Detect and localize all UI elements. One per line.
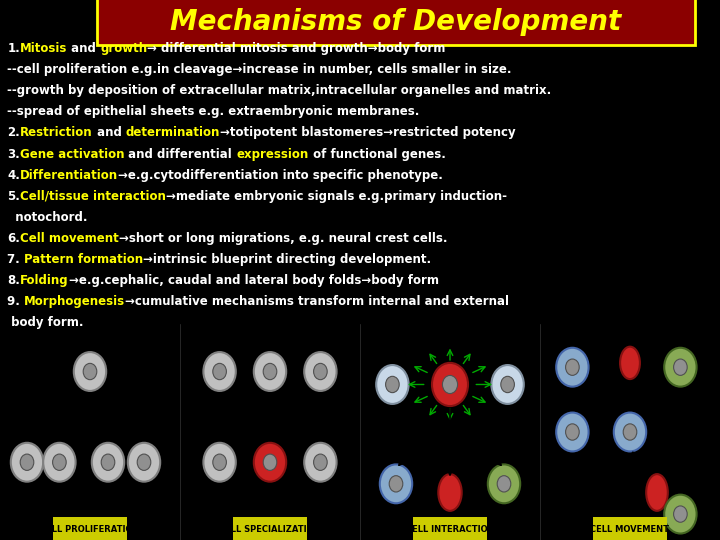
- FancyBboxPatch shape: [233, 517, 307, 540]
- Circle shape: [11, 443, 43, 482]
- Text: Gene activation: Gene activation: [20, 147, 125, 160]
- Text: of functional genes.: of functional genes.: [309, 147, 446, 160]
- Circle shape: [624, 424, 636, 440]
- Text: 6.: 6.: [7, 232, 20, 245]
- Circle shape: [386, 376, 399, 393]
- FancyBboxPatch shape: [413, 517, 487, 540]
- Text: Mechanisms of Development: Mechanisms of Development: [171, 8, 621, 36]
- Text: 8.: 8.: [7, 274, 20, 287]
- Circle shape: [213, 363, 226, 380]
- Circle shape: [84, 363, 96, 380]
- Text: and: and: [93, 126, 125, 139]
- Text: growth: growth: [100, 42, 148, 55]
- Text: 7.: 7.: [7, 253, 24, 266]
- Text: →e.g.cytodifferentiation into specific phenotype.: →e.g.cytodifferentiation into specific p…: [118, 168, 443, 181]
- Circle shape: [92, 443, 125, 482]
- Circle shape: [264, 363, 276, 380]
- Text: → differential mitosis and growth→body form: → differential mitosis and growth→body f…: [148, 42, 446, 55]
- Circle shape: [254, 352, 287, 391]
- Circle shape: [204, 352, 236, 391]
- Text: →short or long migrations, e.g. neural crest cells.: →short or long migrations, e.g. neural c…: [119, 232, 447, 245]
- Text: --growth by deposition of extracellular matrix,intracellular organelles and matr: --growth by deposition of extracellular …: [7, 84, 552, 97]
- Circle shape: [304, 443, 336, 482]
- FancyBboxPatch shape: [53, 517, 127, 540]
- Circle shape: [128, 443, 160, 482]
- Circle shape: [664, 348, 697, 387]
- Circle shape: [566, 359, 579, 375]
- Circle shape: [566, 424, 579, 440]
- Circle shape: [498, 476, 510, 492]
- Circle shape: [264, 454, 276, 470]
- Circle shape: [73, 352, 107, 391]
- Circle shape: [674, 506, 687, 522]
- Text: and differential: and differential: [125, 147, 236, 160]
- Circle shape: [254, 443, 287, 482]
- Text: body form.: body form.: [7, 316, 84, 329]
- Circle shape: [304, 352, 336, 391]
- Text: Folding: Folding: [20, 274, 68, 287]
- Text: →intrinsic blueprint directing development.: →intrinsic blueprint directing developme…: [143, 253, 431, 266]
- Text: Cell movement: Cell movement: [20, 232, 119, 245]
- Text: CELL MOVEMENT: CELL MOVEMENT: [590, 525, 670, 534]
- Text: Differentiation: Differentiation: [20, 168, 118, 181]
- Text: CELL INTERACTION: CELL INTERACTION: [405, 525, 495, 534]
- Text: →cumulative mechanisms transform internal and external: →cumulative mechanisms transform interna…: [125, 295, 509, 308]
- Text: Cell/tissue interaction: Cell/tissue interaction: [20, 190, 166, 202]
- Text: CELL SPECIALIZATION: CELL SPECIALIZATION: [219, 525, 321, 534]
- Text: expression: expression: [236, 147, 309, 160]
- Text: Pattern formation: Pattern formation: [24, 253, 143, 266]
- Text: and: and: [68, 42, 100, 55]
- Circle shape: [314, 363, 327, 380]
- Text: Restriction: Restriction: [20, 126, 93, 139]
- Circle shape: [213, 454, 226, 470]
- Text: Morphogenesis: Morphogenesis: [24, 295, 125, 308]
- Circle shape: [43, 443, 76, 482]
- Text: --spread of epithelial sheets e.g. extraembryonic membranes.: --spread of epithelial sheets e.g. extra…: [7, 105, 420, 118]
- Text: →mediate embryonic signals e.g.primary induction-: →mediate embryonic signals e.g.primary i…: [166, 190, 507, 202]
- Circle shape: [314, 454, 327, 470]
- Text: 3.: 3.: [7, 147, 20, 160]
- Circle shape: [491, 365, 523, 404]
- Circle shape: [432, 363, 468, 406]
- Text: 1.: 1.: [7, 42, 20, 55]
- Circle shape: [556, 348, 589, 387]
- Circle shape: [138, 454, 150, 470]
- Circle shape: [390, 476, 402, 492]
- Text: Mitosis: Mitosis: [20, 42, 68, 55]
- Text: notochord.: notochord.: [7, 211, 88, 224]
- Text: →totipotent blastomeres→restricted potency: →totipotent blastomeres→restricted poten…: [220, 126, 516, 139]
- FancyBboxPatch shape: [593, 517, 667, 540]
- Circle shape: [488, 464, 520, 503]
- FancyBboxPatch shape: [97, 0, 695, 45]
- Ellipse shape: [647, 474, 668, 511]
- Text: 2.: 2.: [7, 126, 20, 139]
- Circle shape: [380, 464, 413, 503]
- Circle shape: [613, 413, 647, 451]
- Circle shape: [20, 454, 34, 470]
- Circle shape: [674, 359, 687, 375]
- Circle shape: [102, 454, 114, 470]
- Circle shape: [377, 365, 409, 404]
- Text: --cell proliferation e.g.in cleavage→increase in number, cells smaller in size.: --cell proliferation e.g.in cleavage→inc…: [7, 63, 512, 76]
- Text: →e.g.cephalic, caudal and lateral body folds→body form: →e.g.cephalic, caudal and lateral body f…: [68, 274, 438, 287]
- Text: determination: determination: [125, 126, 220, 139]
- Circle shape: [664, 495, 697, 534]
- Circle shape: [442, 375, 458, 394]
- Ellipse shape: [438, 474, 462, 511]
- Ellipse shape: [620, 347, 640, 379]
- Text: 5.: 5.: [7, 190, 20, 202]
- Text: 9.: 9.: [7, 295, 24, 308]
- Text: 4.: 4.: [7, 168, 20, 181]
- Circle shape: [556, 413, 589, 451]
- Text: CELL PROLIFERATION: CELL PROLIFERATION: [40, 525, 140, 534]
- Circle shape: [53, 454, 66, 470]
- Circle shape: [501, 376, 514, 393]
- Circle shape: [204, 443, 236, 482]
